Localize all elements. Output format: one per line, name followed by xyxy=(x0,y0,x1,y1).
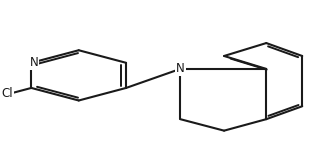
Text: Cl: Cl xyxy=(2,87,13,100)
Text: N: N xyxy=(29,56,38,69)
Text: N: N xyxy=(176,62,185,75)
